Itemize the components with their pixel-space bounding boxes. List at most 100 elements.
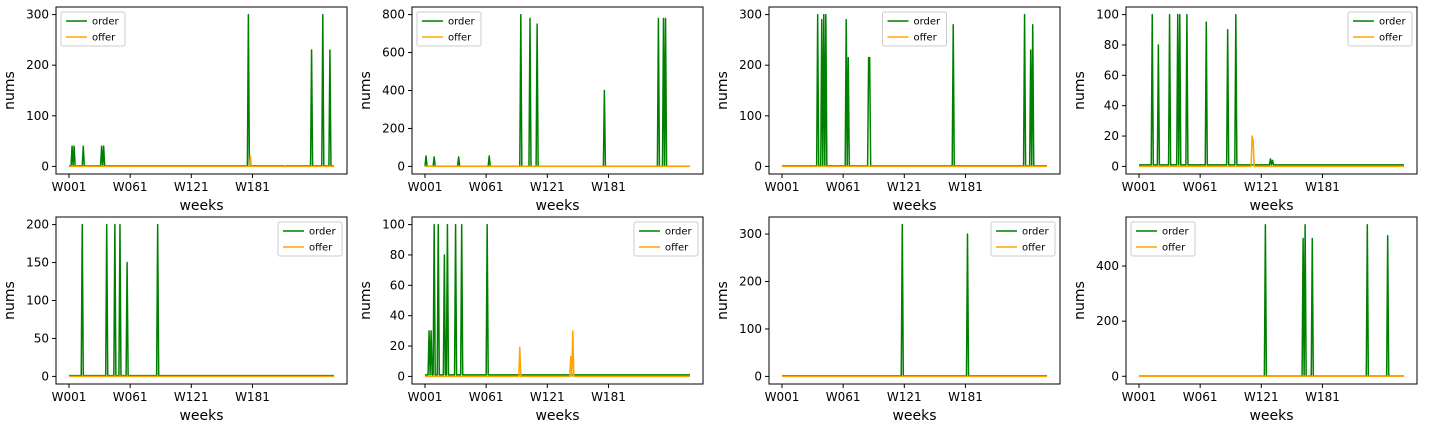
x-tick-label: W181 bbox=[1305, 390, 1340, 404]
x-tick-label: W121 bbox=[887, 180, 922, 194]
y-tick-label: 0 bbox=[1111, 369, 1119, 383]
x-axis-label: weeks bbox=[179, 408, 223, 424]
y-tick-label: 0 bbox=[41, 159, 49, 173]
y-axis-label: nums bbox=[715, 281, 731, 320]
y-tick-label: 200 bbox=[739, 58, 762, 72]
x-tick-label: W061 bbox=[1183, 180, 1218, 194]
plot-frame bbox=[1125, 216, 1418, 385]
y-tick-label: 200 bbox=[26, 58, 49, 72]
legend-label-offer: offer bbox=[1022, 243, 1046, 254]
subplot-2: W001 W061 W121 W181 0 200 400 600 800 weeks nums or… bbox=[358, 6, 704, 214]
y-tick-label: 100 bbox=[739, 109, 762, 123]
y-tick-label: 20 bbox=[1104, 129, 1119, 143]
legend-label-order: order bbox=[1022, 227, 1050, 238]
y-axis-label: nums bbox=[1072, 281, 1088, 320]
y-tick-label: 200 bbox=[1096, 314, 1119, 328]
subplot-1: W001 W061 W121 W181 0 100 200 300 weeks nums order… bbox=[2, 6, 348, 214]
legend: order offer bbox=[416, 11, 482, 47]
plot-frame bbox=[411, 216, 704, 385]
x-tick-label: W061 bbox=[826, 180, 861, 194]
legend-label-offer: offer bbox=[309, 243, 333, 254]
legend-label-order: order bbox=[448, 17, 476, 28]
y-tick-label: 0 bbox=[754, 159, 762, 173]
y-tick-label: 60 bbox=[390, 278, 405, 292]
x-tick-label: W121 bbox=[174, 390, 209, 404]
y-tick-label: 80 bbox=[390, 248, 405, 262]
legend: order offer bbox=[633, 221, 699, 257]
y-tick-label: 0 bbox=[397, 369, 405, 383]
y-tick-label: 300 bbox=[739, 227, 762, 241]
legend: order offer bbox=[1347, 11, 1413, 47]
series-line-offer bbox=[69, 155, 334, 168]
x-axis-label: weeks bbox=[1249, 408, 1293, 424]
y-tick-label: 100 bbox=[739, 322, 762, 336]
x-tick-label: W181 bbox=[1305, 180, 1340, 194]
y-tick-label: 300 bbox=[26, 8, 49, 22]
legend: order offer bbox=[277, 221, 343, 257]
x-tick-label: W061 bbox=[113, 390, 148, 404]
x-tick-label: W121 bbox=[530, 180, 565, 194]
x-axis-label: weeks bbox=[535, 408, 579, 424]
y-tick-label: 800 bbox=[382, 8, 405, 22]
y-axis-label: nums bbox=[358, 281, 374, 320]
y-axis-label: nums bbox=[715, 71, 731, 110]
y-tick-label: 400 bbox=[382, 84, 405, 98]
y-axis-label: nums bbox=[1072, 71, 1088, 110]
legend-label-offer: offer bbox=[1379, 33, 1403, 44]
x-tick-label: W121 bbox=[887, 390, 922, 404]
subplot-4: W001 W061 W121 W181 0 20 40 60 80 100 weeks nums ord… bbox=[1072, 6, 1418, 214]
x-tick-label: W001 bbox=[1122, 180, 1157, 194]
x-tick-label: W181 bbox=[948, 180, 983, 194]
plot-frame bbox=[1125, 6, 1418, 175]
x-tick-label: W001 bbox=[52, 390, 87, 404]
legend-label-order: order bbox=[309, 227, 337, 238]
x-tick-label: W001 bbox=[52, 180, 87, 194]
y-axis-label: nums bbox=[2, 281, 18, 320]
series-line-offer bbox=[1139, 135, 1404, 168]
y-tick-label: 200 bbox=[382, 121, 405, 135]
x-tick-label: W181 bbox=[591, 180, 626, 194]
y-tick-label: 60 bbox=[1104, 68, 1119, 82]
y-axis-label: nums bbox=[2, 71, 18, 110]
x-tick-label: W121 bbox=[530, 390, 565, 404]
legend-label-order: order bbox=[914, 17, 942, 28]
y-tick-label: 0 bbox=[397, 159, 405, 173]
y-tick-label: 80 bbox=[1104, 38, 1119, 52]
y-tick-label: 100 bbox=[1096, 8, 1119, 22]
x-axis-label: weeks bbox=[892, 198, 936, 214]
y-tick-label: 50 bbox=[34, 331, 49, 345]
legend-label-offer: offer bbox=[448, 33, 472, 44]
y-axis-label: nums bbox=[358, 71, 374, 110]
x-tick-label: W001 bbox=[408, 390, 443, 404]
y-tick-label: 0 bbox=[41, 369, 49, 383]
x-tick-label: W181 bbox=[235, 180, 270, 194]
y-tick-label: 20 bbox=[390, 339, 405, 353]
subplot-3: W001 W061 W121 W181 0 100 200 300 weeks nums order… bbox=[715, 6, 1061, 214]
x-tick-label: W001 bbox=[408, 180, 443, 194]
series-line-order bbox=[69, 223, 334, 377]
x-tick-label: W001 bbox=[765, 180, 800, 194]
legend-label-offer: offer bbox=[914, 33, 938, 44]
series-line-offer bbox=[425, 330, 690, 378]
x-tick-label: W001 bbox=[765, 390, 800, 404]
subplot-5: W001 W061 W121 W181 0 50 100 150 200 weeks nums ord… bbox=[2, 216, 348, 424]
x-axis-label: weeks bbox=[535, 198, 579, 214]
x-axis-label: weeks bbox=[1249, 198, 1293, 214]
y-tick-label: 100 bbox=[26, 109, 49, 123]
y-tick-label: 200 bbox=[26, 218, 49, 232]
legend-label-offer: offer bbox=[1162, 243, 1186, 254]
legend: order offer bbox=[990, 221, 1056, 257]
x-tick-label: W061 bbox=[469, 180, 504, 194]
x-tick-label: W181 bbox=[235, 390, 270, 404]
y-tick-label: 150 bbox=[26, 256, 49, 270]
subplot-6: W001 W061 W121 W181 0 20 40 60 80 100 weeks nums ord… bbox=[358, 216, 704, 424]
legend: order offer bbox=[1130, 221, 1196, 257]
legend-label-order: order bbox=[92, 17, 120, 28]
y-tick-label: 0 bbox=[754, 369, 762, 383]
y-tick-label: 100 bbox=[382, 218, 405, 232]
y-tick-label: 40 bbox=[390, 309, 405, 323]
y-tick-label: 200 bbox=[739, 275, 762, 289]
legend-label-offer: offer bbox=[665, 243, 689, 254]
x-tick-label: W061 bbox=[113, 180, 148, 194]
